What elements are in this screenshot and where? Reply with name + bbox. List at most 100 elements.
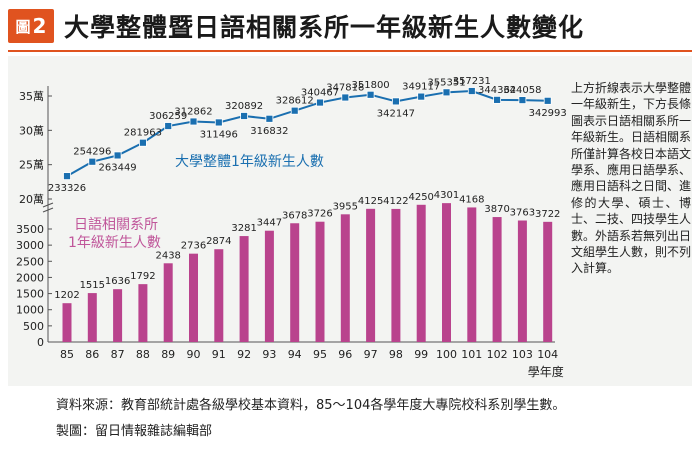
figure-word: 圖 (15, 17, 31, 36)
bar-value-label: 1202 (54, 290, 79, 301)
bar-value-label: 3870 (484, 204, 509, 215)
x-tick-label: 85 (60, 348, 74, 361)
x-tick-label: 87 (111, 348, 125, 361)
title-divider (8, 50, 692, 52)
bar-value-label: 4168 (459, 194, 484, 205)
line-point (265, 114, 274, 123)
bar (62, 303, 72, 342)
chart-note: 上方折線表示大學整體一年級新生，下方長條圖表示日語相關系所一年級新生。日語相關系… (571, 81, 692, 276)
line-value-label: 254296 (73, 147, 111, 158)
bar (138, 284, 148, 342)
line-point (113, 151, 122, 160)
line-point (63, 172, 71, 181)
x-tick-label: 93 (262, 348, 276, 361)
bar-value-label: 3678 (282, 210, 307, 221)
line-point (543, 96, 552, 105)
line-point (417, 92, 426, 101)
x-tick-label: 104 (537, 348, 558, 361)
x-tick-label: 97 (364, 348, 378, 361)
bar-value-label: 3281 (231, 223, 256, 234)
line-value-label: 347818 (326, 82, 364, 93)
x-tick-label: 86 (85, 348, 99, 361)
line-series (66, 90, 548, 177)
line-value-label: 340467 (301, 88, 339, 99)
x-tick-label: 92 (237, 348, 251, 361)
axis-break-mark (42, 202, 54, 213)
y-tick-label-bar: 0 (37, 336, 44, 349)
x-tick-label: 96 (338, 348, 352, 361)
x-tick-label: 103 (512, 348, 533, 361)
bar-value-label: 3447 (257, 218, 282, 229)
y-tick-label-bar: 1500 (16, 288, 44, 301)
bar (113, 289, 123, 342)
x-tick-label: 99 (414, 348, 428, 361)
bar-value-label: 3763 (510, 208, 535, 219)
y-tick-label-line: 20萬 (19, 193, 44, 206)
bar-value-label: 1515 (80, 280, 105, 291)
bar-value-label: 3726 (307, 209, 332, 220)
line-point (138, 138, 147, 147)
bar-value-label: 3722 (535, 209, 560, 220)
bar (239, 236, 249, 342)
line-value-label: 349117 (402, 82, 440, 93)
bar (214, 249, 224, 342)
line-point (518, 96, 527, 104)
line-point (442, 88, 451, 97)
bar-value-label: 2438 (155, 250, 180, 261)
bar-value-label: 4301 (434, 190, 459, 201)
line-value-label: 263449 (99, 162, 137, 173)
line-point (391, 97, 400, 106)
line-point (189, 117, 198, 126)
bar (517, 220, 527, 342)
line-value-label: 355351 (427, 77, 465, 88)
bar (315, 221, 325, 342)
y-tick-label-line: 25萬 (19, 159, 44, 172)
line-point (88, 157, 97, 166)
x-tick-label: 98 (389, 348, 403, 361)
bar (442, 203, 451, 342)
maker-note: 製圖：留日情報雜誌編輯部 (56, 424, 213, 439)
line-value-label: 342147 (377, 108, 415, 119)
line-series-label: 大學整體1年級新生人數 (175, 154, 324, 170)
bar-value-label: 1636 (105, 276, 130, 287)
line-point (214, 118, 223, 127)
x-axis-title: 學年度 (528, 364, 564, 379)
line-value-label: 320892 (225, 101, 263, 112)
y-tick-label-line: 30萬 (19, 124, 44, 137)
line-point (493, 95, 502, 104)
chart: 20萬 25萬 30萬 35萬 0 500 1000 1500 2000 2500 3000 3500… (16, 76, 567, 379)
bar-value-label: 2874 (206, 236, 231, 247)
line-point (240, 112, 249, 120)
x-tick-label: 90 (187, 348, 201, 361)
x-tick-label: 94 (288, 348, 302, 361)
y-tick-label-bar: 500 (23, 320, 44, 333)
header: 圖 2 大學整體暨日語相關系所一年級新生人數變化 (8, 6, 584, 46)
x-tick-label: 100 (436, 348, 457, 361)
bar (290, 223, 300, 342)
y-tick-label-bar: 3500 (16, 223, 44, 236)
bar-value-label: 4125 (358, 196, 383, 207)
bar (416, 204, 426, 342)
x-tick-label: 95 (313, 348, 327, 361)
y-tick-label-bar: 1000 (16, 304, 44, 317)
bar (264, 230, 274, 342)
line-point (290, 106, 299, 115)
line-value-label: 306259 (149, 111, 187, 122)
line-value-label: 312862 (174, 107, 212, 118)
y-tick-label-bar: 3000 (16, 239, 44, 252)
bar-series-label-line2: 1年級新生人數 (68, 235, 161, 251)
line-point (366, 90, 375, 99)
source-note: 資料來源：教育部統計處各級學校基本資料，85～104各學年度大專院校科系別學生數… (56, 398, 566, 413)
bar (87, 293, 97, 342)
line-point (316, 98, 324, 107)
bar-value-label: 3955 (333, 201, 358, 212)
bar (467, 207, 477, 342)
bar (366, 208, 376, 342)
line-value-label: 328612 (276, 96, 314, 107)
bar (163, 263, 173, 342)
bar-series-label-line1: 日語相關系所 (74, 217, 158, 233)
line-value-label: 351800 (352, 80, 390, 91)
figure-number: 2 (32, 14, 47, 38)
x-tick-label: 88 (136, 348, 150, 361)
line-value-label: 233326 (48, 183, 86, 194)
